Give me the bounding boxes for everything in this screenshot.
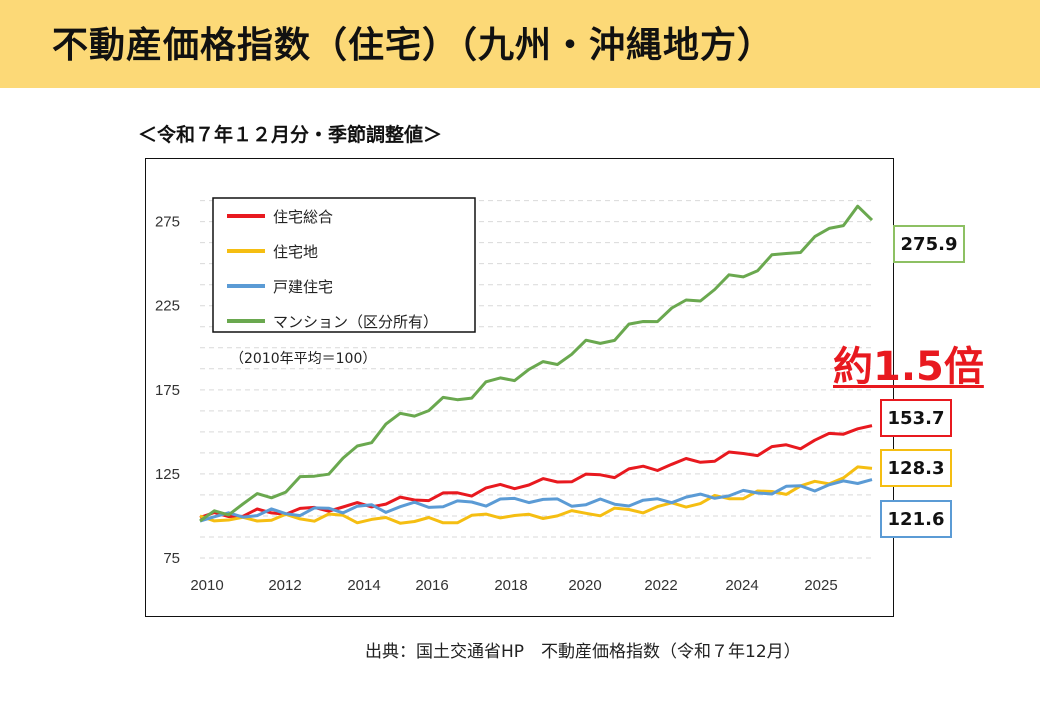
legend-label: 住宅総合 [273,208,333,226]
y-tick-label: 225 [155,298,180,315]
page-title: 不動産価格指数（住宅）（九州・沖縄地方） [52,25,775,66]
x-tick-label: 2025 [804,577,837,594]
legend-box [212,197,476,333]
legend-label: 戸建住宅 [273,278,333,296]
multiplier-label: 約1.5倍 [833,344,984,390]
x-tick-label: 2016 [415,577,448,594]
series-line-2 [199,465,873,525]
x-tick-label: 2012 [268,577,301,594]
legend-label: 住宅地 [273,243,318,261]
y-tick-label: 125 [155,466,180,483]
housing-total-value-box: 153.7 [880,399,952,437]
line-chart: 75 125 175 225 275 2010 2012 2014 2016 2018 2020 20… [155,197,874,594]
y-tick-label: 75 [163,550,180,567]
detached-house-value: 121.6 [887,508,945,530]
detached-house-value-box: 121.6 [880,500,952,538]
source-note: 出典：国土交通省HP 不動産価格指数（令和７年12月） [365,642,801,662]
x-tick-label: 2024 [725,577,758,594]
condominium-value: 275.9 [900,233,958,255]
base-note: （2010年平均＝100） [230,351,376,367]
x-tick-label: 2010 [190,577,223,594]
condominium-value-box: 275.9 [893,225,965,263]
legend-label: マンション（区分所有） [273,313,438,331]
y-tick-label: 275 [155,214,180,231]
residential-land-value-box: 128.3 [880,449,952,487]
chart-subtitle: ＜令和７年１２月分・季節調整値＞ [138,124,443,146]
housing-total-value: 153.7 [887,407,945,429]
x-tick-label: 2018 [494,577,527,594]
x-tick-label: 2022 [644,577,677,594]
series-line-1 [199,424,873,520]
title-bar [0,0,1040,88]
y-tick-label: 175 [155,382,180,399]
x-tick-label: 2020 [568,577,601,594]
residential-land-value: 128.3 [887,457,945,479]
series-line-3 [199,478,873,523]
series-line-4 [199,204,874,523]
x-tick-label: 2014 [347,577,380,594]
